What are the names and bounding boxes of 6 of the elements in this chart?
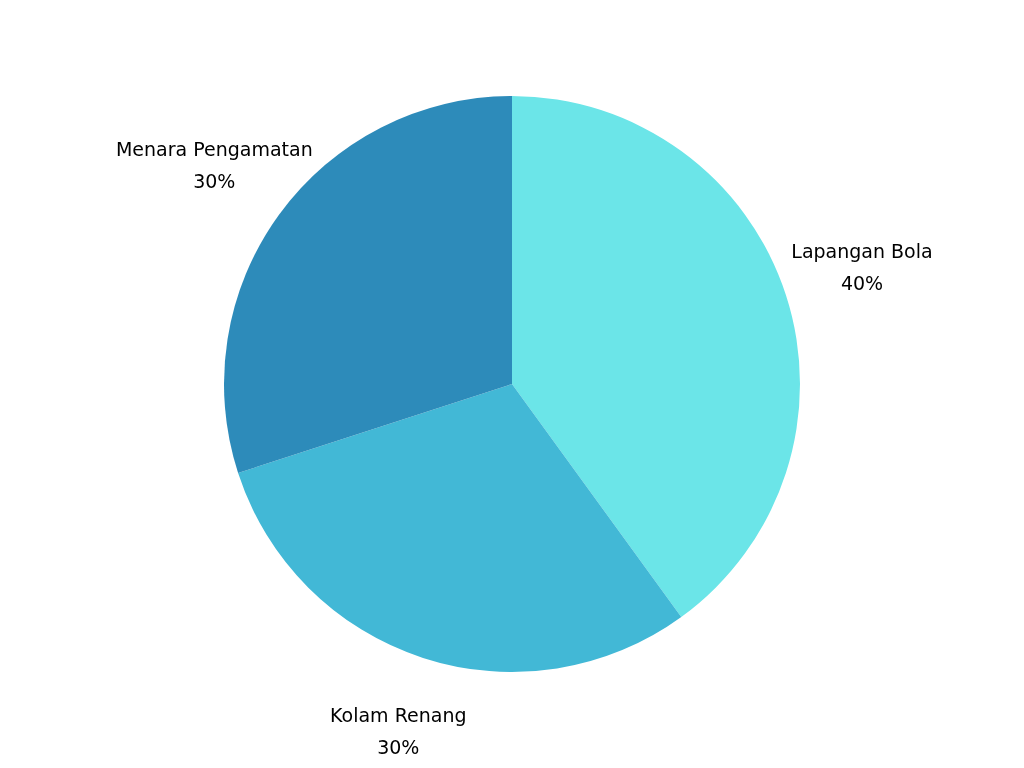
slice-label: Lapangan Bola	[791, 240, 933, 263]
data-label: 30%	[193, 169, 236, 192]
slice-label: Kolam Renang	[330, 703, 467, 726]
data-label: 30%	[377, 735, 420, 758]
data-label: 40%	[840, 272, 884, 295]
slice-label: Menara Pengamatan	[115, 137, 313, 160]
